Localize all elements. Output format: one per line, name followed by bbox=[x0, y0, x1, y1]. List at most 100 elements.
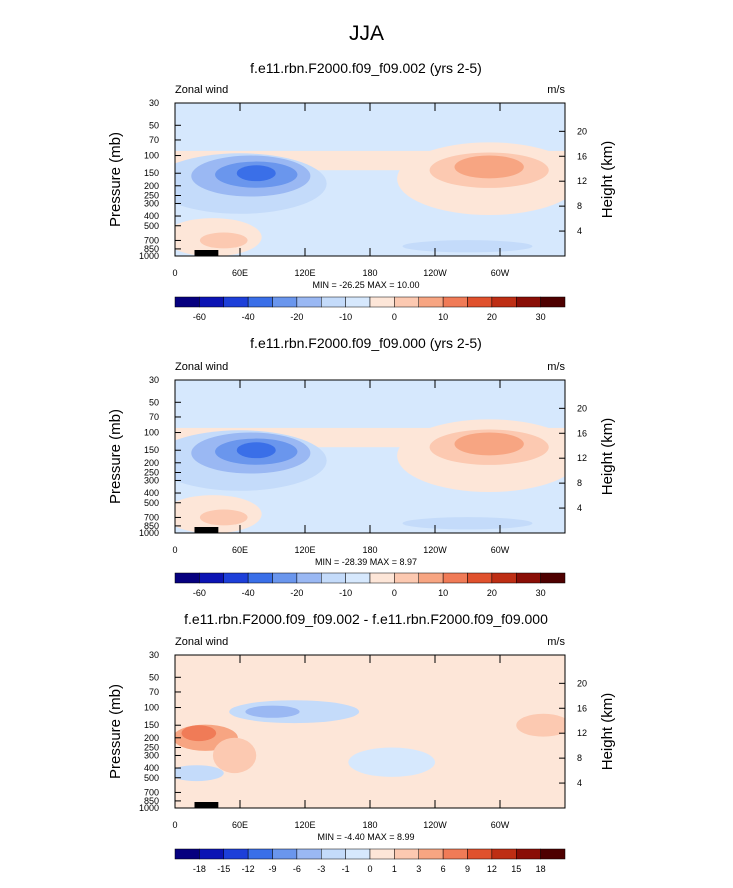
pressure-tick-label: 200 bbox=[144, 181, 159, 191]
colorbar-box bbox=[345, 572, 371, 584]
pressure-tick-label: 30 bbox=[149, 650, 159, 660]
colorbar-box bbox=[247, 848, 273, 860]
colorbar-box bbox=[394, 572, 419, 584]
colorbar-label: 30 bbox=[536, 588, 546, 598]
trade-easterly bbox=[402, 517, 533, 530]
colorbar-label: 10 bbox=[438, 312, 448, 322]
pressure-tick-label: 100 bbox=[144, 703, 159, 713]
colorbar-label: 30 bbox=[536, 312, 546, 322]
colorbar-label: 1 bbox=[392, 864, 397, 874]
colorbar-box bbox=[467, 296, 493, 308]
pressure-tick-label: 250 bbox=[144, 468, 159, 478]
y2-axis-label: Height (km) bbox=[599, 418, 616, 496]
easterly-core bbox=[236, 442, 276, 459]
colorbar-box bbox=[467, 848, 493, 860]
y2-axis-label: Height (km) bbox=[599, 141, 616, 219]
colorbar-box bbox=[540, 296, 566, 308]
panel-2: f.e11.rbn.F2000.f09_f09.000 (yrs 2-5) Zon… bbox=[107, 335, 616, 598]
pressure-tick-label: 300 bbox=[144, 750, 159, 760]
colorbar-box bbox=[540, 572, 566, 584]
pressure-tick-label: 1000 bbox=[139, 251, 159, 261]
pressure-tick-label: 30 bbox=[149, 98, 159, 108]
colorbar-box bbox=[321, 572, 346, 584]
panel-title: f.e11.rbn.F2000.f09_f09.002 - f.e11.rbn.… bbox=[184, 611, 548, 627]
units-label: m/s bbox=[547, 636, 565, 648]
colorbar-box bbox=[491, 572, 517, 584]
pressure-tick-label: 150 bbox=[144, 720, 159, 730]
height-tick-label: 16 bbox=[577, 151, 587, 161]
height-tick-label: 8 bbox=[577, 753, 582, 763]
colorbar-label: 10 bbox=[438, 588, 448, 598]
height-tick-label: 12 bbox=[577, 453, 587, 463]
topography bbox=[194, 802, 219, 808]
colorbar-box bbox=[247, 296, 273, 308]
colorbar-box bbox=[296, 296, 322, 308]
colorbar-box bbox=[321, 848, 346, 860]
colorbar-box bbox=[199, 296, 224, 308]
colorbar-label: -60 bbox=[193, 312, 206, 322]
colorbar-box bbox=[369, 848, 395, 860]
colorbar-label: -10 bbox=[339, 312, 352, 322]
pressure-tick-label: 500 bbox=[144, 498, 159, 508]
lon-tick-label: 60W bbox=[491, 268, 510, 278]
colorbar: -18 -15 -12 -9 -6 -3 -1 0 1 3 6 9 12 15 18 bbox=[174, 848, 566, 874]
colorbar-label: 0 bbox=[392, 312, 397, 322]
height-tick-label: 8 bbox=[577, 201, 582, 211]
colorbar-label: 18 bbox=[536, 864, 546, 874]
pressure-tick-label: 500 bbox=[144, 221, 159, 231]
min-max-label: MIN = -26.25 MAX = 10.00 bbox=[312, 280, 419, 290]
y2-axis-label: Height (km) bbox=[599, 693, 616, 771]
pressure-tick-label: 850 bbox=[144, 244, 159, 254]
pressure-tick-label: 250 bbox=[144, 743, 159, 753]
background-fill bbox=[175, 655, 565, 808]
pressure-tick-label: 30 bbox=[149, 375, 159, 385]
panel-title: f.e11.rbn.F2000.f09_f09.000 (yrs 2-5) bbox=[250, 335, 482, 351]
colorbar-label: -10 bbox=[339, 588, 352, 598]
contour-field bbox=[175, 655, 565, 808]
colorbar-box bbox=[394, 848, 419, 860]
westerly-max bbox=[454, 155, 524, 179]
colorbar-box bbox=[418, 848, 444, 860]
colorbar-box bbox=[442, 572, 468, 584]
colorbar-label: 0 bbox=[392, 588, 397, 598]
lon-tick-label: 60E bbox=[232, 820, 248, 830]
variable-label: Zonal wind bbox=[175, 361, 228, 373]
height-tick-label: 20 bbox=[577, 678, 587, 688]
lon-tick-label: 0 bbox=[172, 268, 177, 278]
height-tick-label: 20 bbox=[577, 403, 587, 413]
contour-field bbox=[175, 380, 565, 533]
lon-tick-label: 60W bbox=[491, 820, 510, 830]
height-tick-label: 4 bbox=[577, 778, 582, 788]
panel-3: f.e11.rbn.F2000.f09_f09.002 - f.e11.rbn.… bbox=[107, 611, 616, 874]
height-tick-label: 16 bbox=[577, 428, 587, 438]
pressure-tick-label: 1000 bbox=[139, 803, 159, 813]
colorbar-label: 6 bbox=[441, 864, 446, 874]
colorbar-box bbox=[223, 572, 249, 584]
positive-lobe bbox=[212, 737, 257, 774]
colorbar-label: -3 bbox=[317, 864, 325, 874]
easterly-core bbox=[236, 165, 276, 182]
colorbar-label: -20 bbox=[290, 588, 303, 598]
pressure-tick-label: 150 bbox=[144, 168, 159, 178]
colorbar-box bbox=[223, 296, 249, 308]
monsoon-core bbox=[199, 232, 248, 249]
lon-tick-label: 120E bbox=[294, 820, 315, 830]
main-title: JJA bbox=[348, 22, 384, 45]
lon-tick-label: 0 bbox=[172, 545, 177, 555]
positive-right bbox=[516, 713, 565, 737]
y-axis-label: Pressure (mb) bbox=[107, 132, 124, 227]
height-tick-label: 16 bbox=[577, 703, 587, 713]
pressure-tick-label: 70 bbox=[149, 412, 159, 422]
colorbar-label: 12 bbox=[487, 864, 497, 874]
lon-tick-label: 60E bbox=[232, 268, 248, 278]
colorbar-box bbox=[247, 572, 273, 584]
colorbar-box bbox=[394, 296, 419, 308]
colorbar-label: -9 bbox=[268, 864, 276, 874]
topography bbox=[194, 527, 219, 533]
colorbar-box bbox=[369, 572, 395, 584]
colorbar-box bbox=[540, 848, 566, 860]
colorbar-box bbox=[174, 572, 200, 584]
colorbar-label: -18 bbox=[193, 864, 206, 874]
pressure-tick-label: 70 bbox=[149, 687, 159, 697]
